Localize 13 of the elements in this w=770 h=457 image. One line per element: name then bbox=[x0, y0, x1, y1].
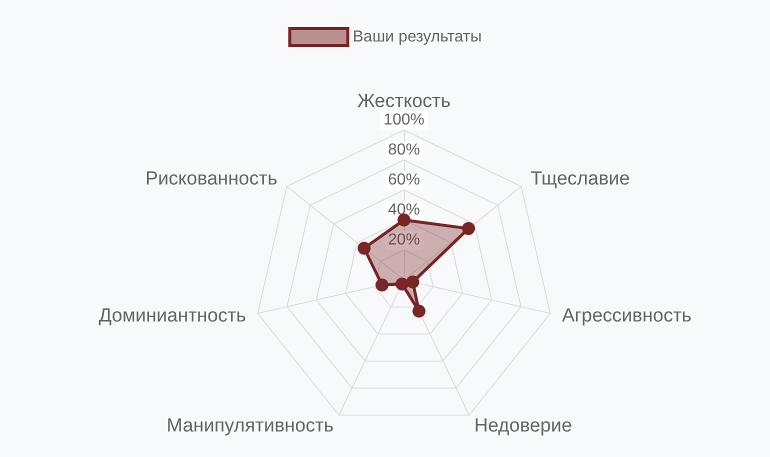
spoke-label: Недоверие bbox=[474, 415, 572, 436]
spoke-label: Манипулятивность bbox=[166, 415, 334, 436]
spoke-label: Тщеславие bbox=[530, 168, 630, 190]
spoke-label: Агрессивность bbox=[562, 306, 692, 327]
legend-label: Ваши результаты bbox=[352, 28, 482, 46]
spoke-label: Жесткость bbox=[357, 91, 451, 112]
y-tick-label: 100% bbox=[384, 112, 424, 128]
y-tick-label: 20% bbox=[388, 232, 420, 248]
y-tick-label: 40% bbox=[388, 202, 420, 218]
spoke-label: Рискованность bbox=[145, 168, 278, 190]
y-tick-label: 80% bbox=[388, 142, 420, 158]
spoke-label: Доминиантность bbox=[98, 306, 246, 327]
y-tick-label: 60% bbox=[388, 172, 420, 188]
